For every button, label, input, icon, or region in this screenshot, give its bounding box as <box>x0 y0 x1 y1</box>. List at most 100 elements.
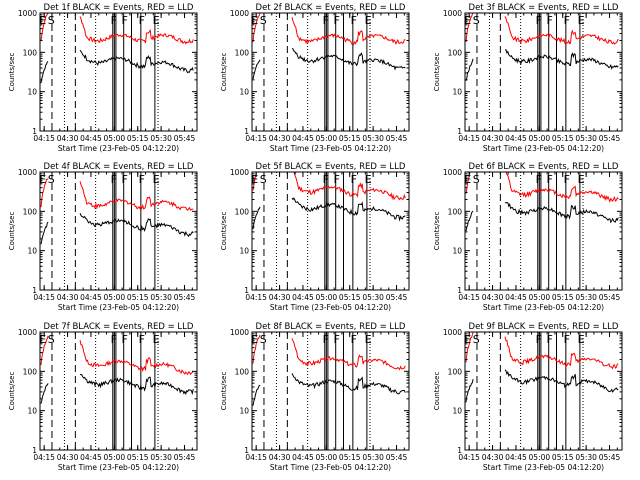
x-tick-label: 05:45 <box>599 453 621 462</box>
event-marker-label: E <box>464 14 471 27</box>
y-tick-label: 100 <box>235 367 250 376</box>
x-tick-label: 05:30 <box>150 453 172 462</box>
events-series-line <box>79 49 194 74</box>
lld-series-line <box>293 172 406 201</box>
y-tick-label: 1 <box>32 127 37 136</box>
event-marker-label: F <box>333 333 339 346</box>
x-tick-label: 05:45 <box>386 134 408 143</box>
event-marker-label: F <box>121 173 127 186</box>
y-tick-label: 1 <box>244 286 249 295</box>
plot-frame <box>464 12 623 132</box>
y-tick-label: 10 <box>239 247 249 256</box>
events-series-line <box>79 213 194 238</box>
x-axis-label: Start Time (23-Feb-05 04:12:20) <box>483 463 604 472</box>
panel-title: Det 8f BLACK = Events, RED = LLD <box>256 322 406 332</box>
event-marker-label: E <box>251 333 258 346</box>
y-tick-label: 1000 <box>18 168 37 177</box>
y-tick-label: 1 <box>244 127 249 136</box>
x-tick-label: 05:00 <box>104 453 126 462</box>
lld-series-line <box>252 13 261 43</box>
x-tick-label: 04:15 <box>33 453 55 462</box>
events-series-line <box>252 384 261 406</box>
event-marker-label: E <box>365 14 372 27</box>
y-tick-label: 10 <box>27 247 37 256</box>
panel-title: Det 1f BLACK = Events, RED = LLD <box>44 3 194 13</box>
events-series-line <box>79 373 194 396</box>
y-tick-label: 1000 <box>18 328 37 337</box>
x-tick-label: 04:30 <box>269 293 291 302</box>
x-tick-label: 05:45 <box>386 453 408 462</box>
lld-series-line <box>40 13 49 42</box>
detector-panel-5: Det 5f BLACK = Events, RED = LLD 1 10 100 10… <box>220 162 410 312</box>
x-tick-label: 04:15 <box>33 293 55 302</box>
event-marker-label: F <box>564 14 570 27</box>
y-axis-label: Counts/sec <box>8 53 16 92</box>
x-axis-label: Start Time (23-Feb-05 04:12:20) <box>270 463 391 472</box>
event-marker-label: S <box>260 173 267 186</box>
y-tick-label: 100 <box>448 207 463 216</box>
events-series-line <box>40 221 49 245</box>
y-axis-label: Counts/sec <box>433 53 441 92</box>
x-tick-label: 05:30 <box>362 453 384 462</box>
events-series-line <box>504 49 619 70</box>
events-series-line <box>465 378 474 403</box>
x-tick-label: 04:45 <box>80 134 102 143</box>
event-marker-label: E <box>153 14 160 27</box>
lld-series-line <box>504 16 619 45</box>
x-tick-label: 04:45 <box>505 134 527 143</box>
lld-series-line <box>252 334 261 364</box>
x-tick-label: 04:30 <box>482 293 504 302</box>
plot-frame <box>464 171 623 291</box>
lld-series-line <box>40 178 49 208</box>
lld-series-line <box>79 16 194 45</box>
event-marker-label: F <box>323 333 329 346</box>
event-marker-label: S <box>260 14 267 27</box>
events-series-line <box>291 373 406 395</box>
event-marker-label: E <box>365 333 372 346</box>
events-series-line <box>504 201 619 224</box>
x-tick-label: 05:15 <box>552 134 574 143</box>
x-tick-label: 04:15 <box>245 134 267 143</box>
y-axis-label: Counts/sec <box>220 212 228 251</box>
x-tick-label: 05:00 <box>316 293 338 302</box>
event-marker-label: F <box>333 14 339 27</box>
event-marker-label: F <box>546 173 552 186</box>
events-series-line <box>504 369 619 393</box>
event-marker-label: F <box>536 333 542 346</box>
x-tick-label: 05:30 <box>362 134 384 143</box>
y-tick-label: 10 <box>239 88 249 97</box>
x-tick-label: 04:15 <box>458 134 480 143</box>
x-tick-label: 04:30 <box>269 134 291 143</box>
detector-panel-7: Det 7f BLACK = Events, RED = LLD 1 10 100 10… <box>8 322 198 472</box>
event-marker-label: E <box>464 173 471 186</box>
event-marker-label: F <box>564 333 570 346</box>
x-tick-label: 04:30 <box>269 453 291 462</box>
event-marker-label: S <box>48 173 55 186</box>
y-tick-label: 1000 <box>230 328 249 337</box>
y-tick-label: 1 <box>32 286 37 295</box>
event-marker-label: E <box>578 14 585 27</box>
event-marker-label: S <box>48 333 55 346</box>
x-tick-label: 05:00 <box>104 293 126 302</box>
lld-series-line <box>465 332 474 363</box>
x-tick-label: 04:45 <box>505 293 527 302</box>
y-axis-label: Counts/sec <box>8 212 16 251</box>
x-axis-label: Start Time (23-Feb-05 04:12:20) <box>270 144 391 153</box>
detector-panel-3: Det 3f BLACK = Events, RED = LLD 1 10 100 10… <box>433 3 623 153</box>
x-tick-label: 05:00 <box>529 453 551 462</box>
event-marker-label: F <box>139 173 145 186</box>
lld-series-line <box>504 336 619 370</box>
x-tick-label: 04:15 <box>458 453 480 462</box>
lld-series-line <box>291 338 406 371</box>
panel-title: Det 3f BLACK = Events, RED = LLD <box>469 3 619 13</box>
plot-frame <box>251 331 410 451</box>
event-marker-label: F <box>536 14 542 27</box>
y-axis-label: Counts/sec <box>8 372 16 411</box>
y-tick-label: 10 <box>239 407 249 416</box>
y-tick-label: 1000 <box>230 168 249 177</box>
x-tick-label: 05:15 <box>127 293 149 302</box>
panel-title: Det 9f BLACK = Events, RED = LLD <box>469 322 619 332</box>
y-tick-label: 10 <box>27 407 37 416</box>
lld-series-line <box>40 335 49 365</box>
event-marker-label: F <box>351 333 357 346</box>
